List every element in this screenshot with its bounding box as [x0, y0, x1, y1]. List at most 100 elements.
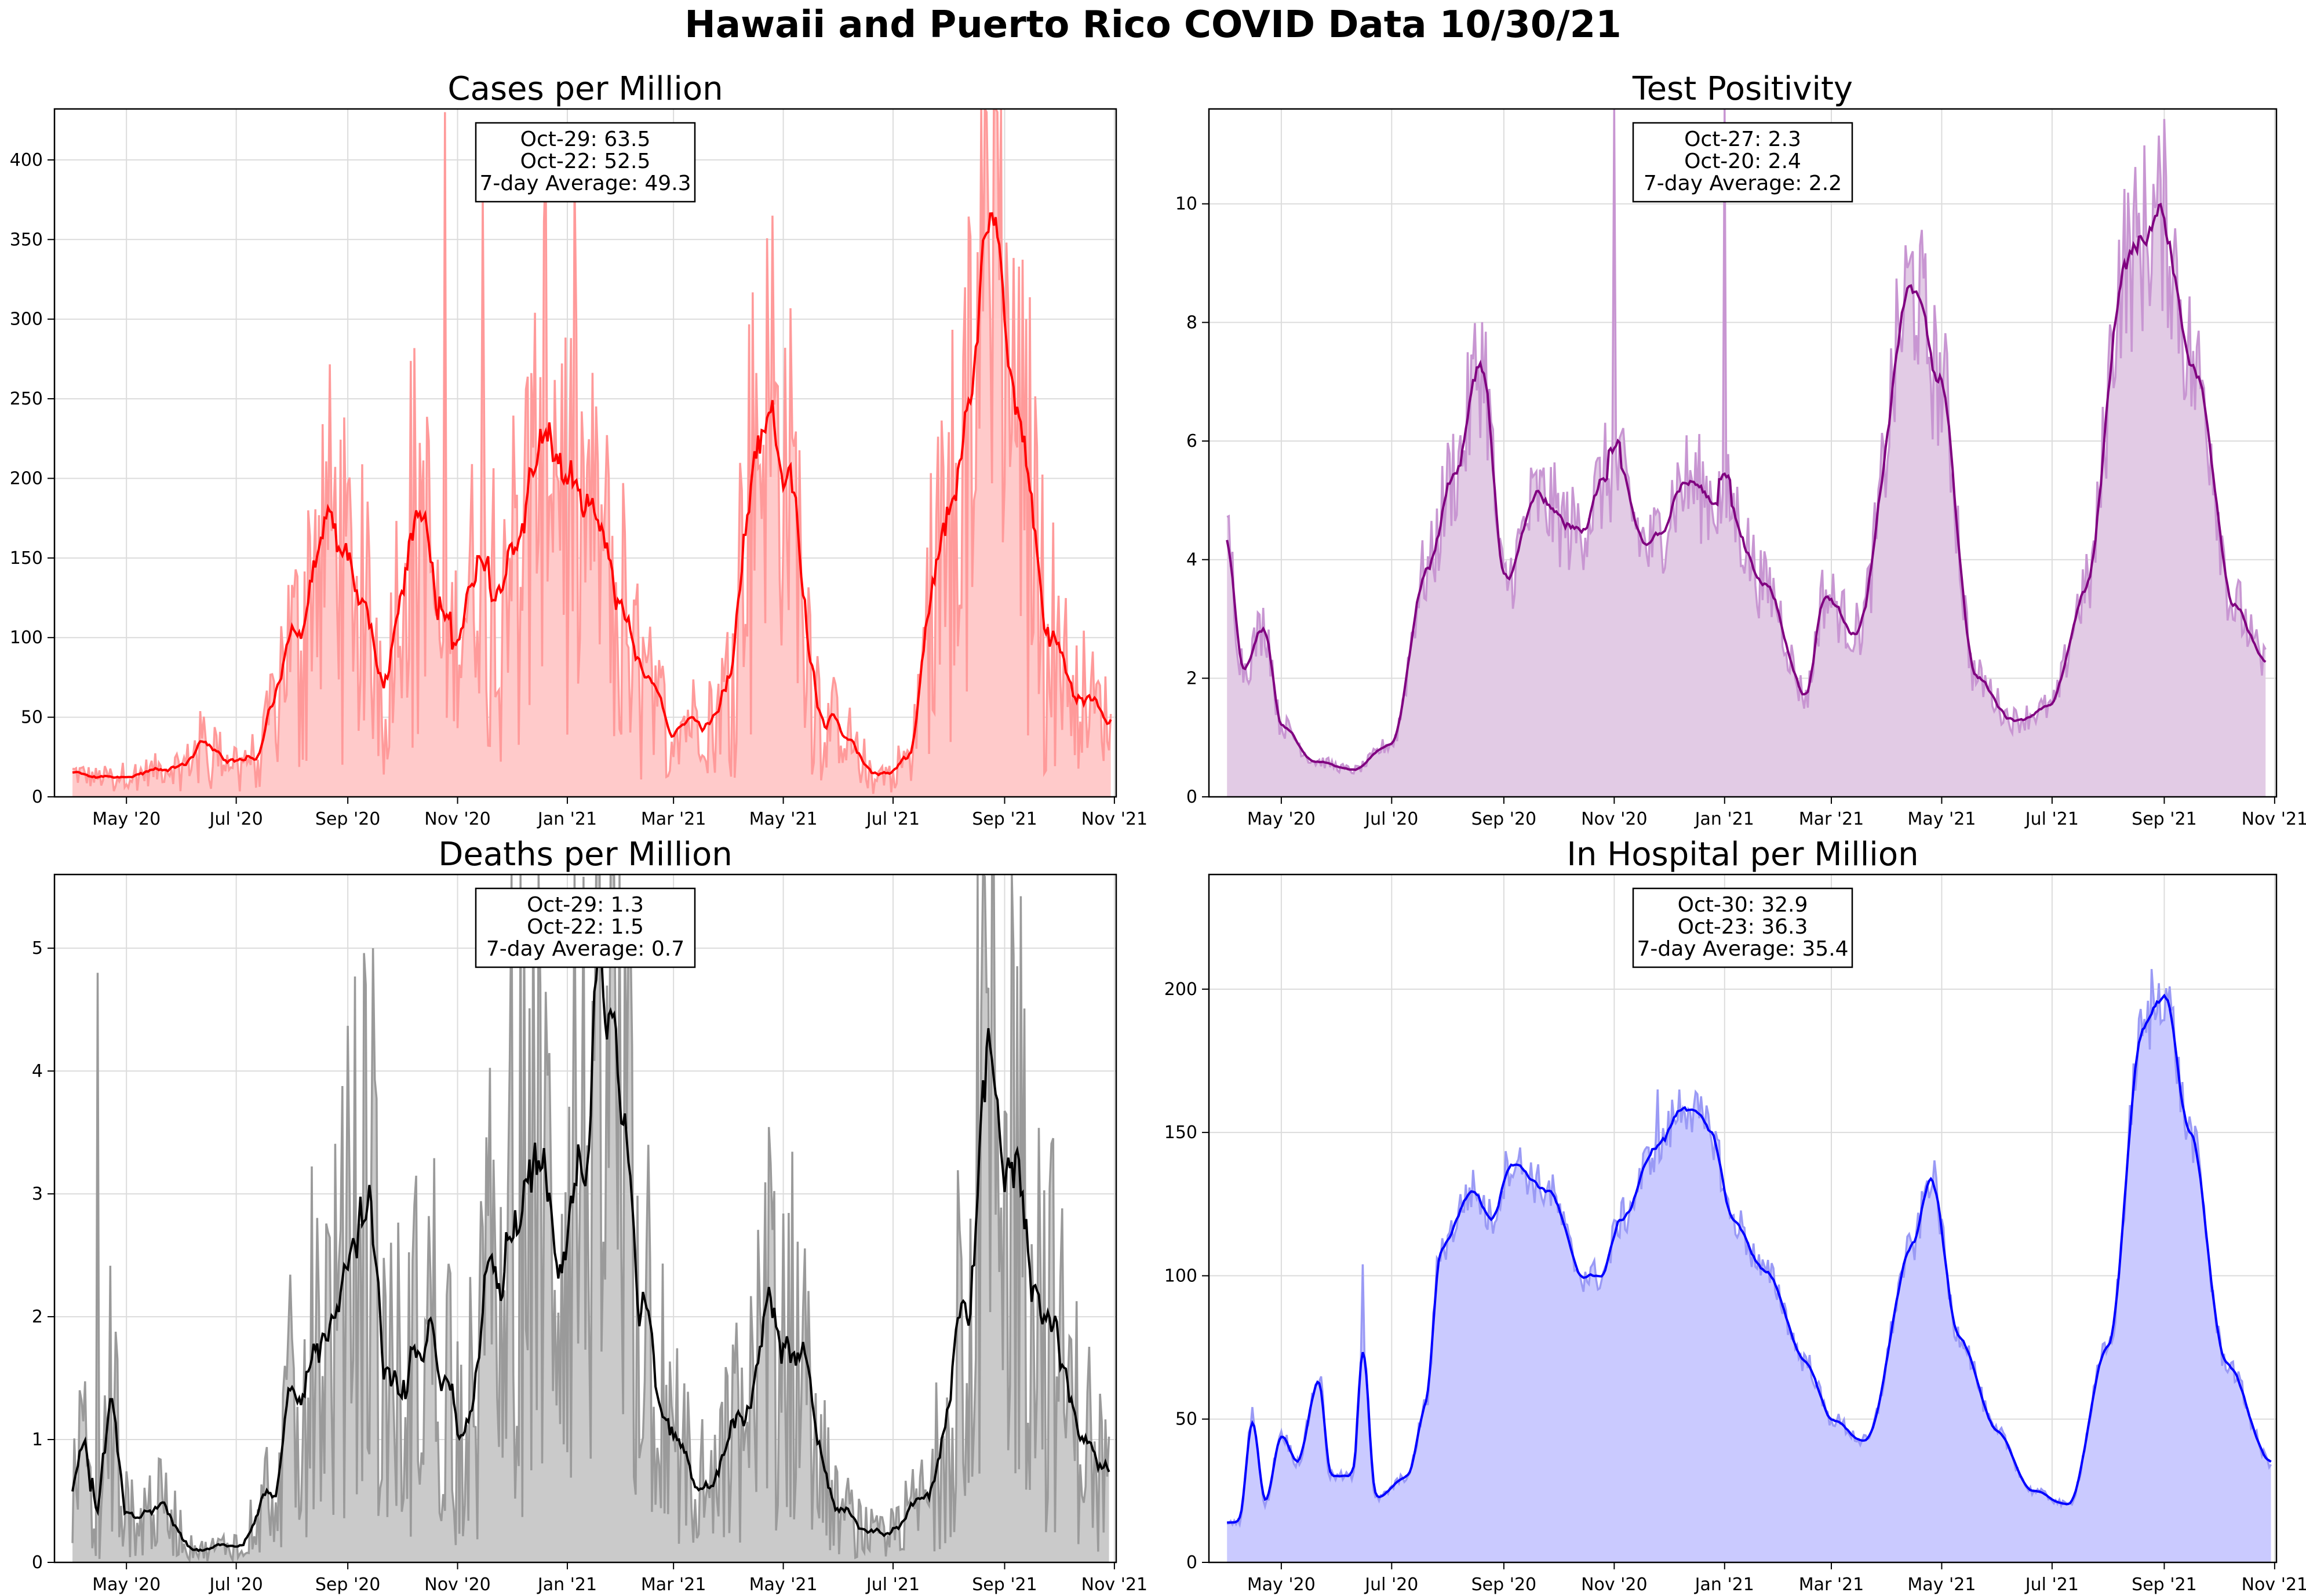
axes-frame: [1208, 873, 2278, 1564]
axes-frame: [53, 873, 1117, 1564]
y-tick-label: 5: [32, 938, 43, 959]
x-tick-label: Mar '21: [641, 1575, 706, 1595]
x-tick-label: Mar '21: [1799, 1575, 1864, 1595]
y-tick-label: 400: [10, 150, 43, 170]
x-tick-label: May '21: [749, 809, 818, 829]
seven-day-average-line: [1227, 993, 2272, 1524]
y-tick-label: 200: [10, 468, 43, 489]
annotation-line: Oct-29: 63.5: [520, 127, 651, 151]
x-tick-label: Jul '21: [865, 1575, 920, 1595]
x-tick-label: Jul '21: [2024, 809, 2079, 829]
annotation-line: Oct-22: 1.5: [527, 915, 644, 939]
y-tick-label: 50: [21, 708, 43, 728]
plot-area: [71, 874, 1110, 1562]
figure-title: Hawaii and Puerto Rico COVID Data 10/30/…: [684, 3, 1622, 46]
y-tick-label: 6: [1186, 431, 1197, 451]
plot-area: [1227, 969, 2272, 1562]
x-tick-label: Jul '20: [1364, 809, 1418, 829]
annotation-line: Oct-30: 32.9: [1678, 893, 1808, 917]
test-positivity-panel: May '20 Jul '20 Sep '20 Nov '20 Jan '21 Mar '…: [1175, 70, 2306, 829]
x-tick-label: May '21: [1907, 1575, 1976, 1595]
x-tick-label: Nov '20: [1581, 809, 1648, 829]
annotation-line: Oct-23: 36.3: [1678, 915, 1808, 939]
y-tick-label: 250: [10, 389, 43, 409]
seven-day-average-line: [72, 212, 1112, 779]
y-tick-label: 0: [1186, 1553, 1197, 1573]
y-tick-label: 4: [1186, 550, 1197, 570]
x-tick-label: May '20: [1247, 809, 1316, 829]
plot-area: [1226, 109, 2267, 797]
annotation-line: 7-day Average: 35.4: [1637, 937, 1848, 961]
x-tick-label: May '20: [92, 809, 161, 829]
x-tick-label: Jul '20: [209, 809, 263, 829]
x-tick-label: Nov '20: [1581, 1575, 1648, 1595]
x-tick-label: May '21: [1907, 809, 1976, 829]
cases-panel: May '20 Jul '20 Sep '20 Nov '20 Jan '21 Mar '…: [10, 70, 1147, 829]
y-tick-label: 2: [1186, 668, 1197, 688]
y-tick-label: 150: [1164, 1123, 1197, 1143]
panel-title: Test Positivity: [1632, 70, 1853, 108]
y-tick-label: 2: [32, 1307, 43, 1327]
x-tick-label: Jul '20: [1364, 1575, 1418, 1595]
x-tick-label: Nov '21: [1081, 809, 1148, 829]
daily-area: [72, 109, 1111, 797]
plot-area: [72, 109, 1112, 797]
seven-day-average-line: [1226, 202, 2267, 771]
x-tick-label: Jul '21: [2024, 1575, 2079, 1595]
y-tick-label: 50: [1175, 1409, 1197, 1430]
hospital-panel: May '20 Jul '20 Sep '20 Nov '20 Jan '21 Mar '…: [1164, 836, 2306, 1595]
x-tick-label: Jan '21: [537, 809, 597, 829]
daily-area: [1227, 109, 2266, 797]
y-tick-label: 3: [32, 1184, 43, 1204]
y-tick-label: 0: [32, 787, 43, 807]
annotation-line: Oct-20: 2.4: [1684, 150, 1801, 173]
y-tick-label: 8: [1186, 312, 1197, 333]
panel-title: Deaths per Million: [438, 836, 732, 873]
y-tick-label: 0: [1186, 787, 1197, 807]
x-tick-label: Sep '21: [2132, 809, 2197, 829]
x-tick-label: Sep '21: [972, 809, 1037, 829]
x-tick-label: Jan '21: [1694, 1575, 1754, 1595]
x-tick-label: Jan '21: [537, 1575, 597, 1595]
panel-title: In Hospital per Million: [1567, 836, 1918, 873]
y-tick-label: 100: [10, 628, 43, 648]
x-tick-label: May '21: [749, 1575, 818, 1595]
x-tick-label: Sep '20: [1471, 1575, 1537, 1595]
annotation-line: Oct-27: 2.3: [1684, 127, 1801, 151]
x-tick-label: Nov '20: [424, 809, 491, 829]
y-tick-label: 100: [1164, 1266, 1197, 1286]
annotation-line: Oct-22: 52.5: [520, 150, 651, 173]
y-tick-label: 1: [32, 1430, 43, 1450]
annotation-line: 7-day Average: 2.2: [1644, 172, 1842, 195]
x-tick-label: Mar '21: [1799, 809, 1864, 829]
seven-day-average-line: [71, 954, 1110, 1553]
x-tick-label: Nov '21: [1081, 1575, 1148, 1595]
annotation-line: Oct-29: 1.3: [527, 893, 644, 917]
x-tick-label: Jul '21: [865, 809, 920, 829]
x-tick-label: Nov '21: [2242, 1575, 2306, 1595]
x-tick-label: May '20: [1247, 1575, 1316, 1595]
x-tick-label: Sep '20: [315, 809, 381, 829]
y-tick-label: 10: [1175, 194, 1197, 214]
annotation-line: 7-day Average: 49.3: [479, 172, 691, 195]
x-tick-label: Sep '21: [2132, 1575, 2197, 1595]
daily-line: [72, 109, 1112, 794]
y-tick-label: 0: [32, 1553, 43, 1573]
panel-title: Cases per Million: [447, 70, 723, 108]
x-tick-label: May '20: [92, 1575, 161, 1595]
x-tick-label: Mar '21: [641, 809, 706, 829]
y-tick-label: 4: [32, 1061, 43, 1081]
daily-area: [1227, 969, 2271, 1562]
axes-frame: [53, 108, 1117, 798]
y-tick-label: 150: [10, 548, 43, 569]
x-tick-label: Jan '21: [1694, 809, 1754, 829]
x-tick-label: Sep '20: [315, 1575, 381, 1595]
daily-area: [72, 874, 1109, 1562]
axes-frame: [1208, 108, 2278, 798]
deaths-panel: May '20 Jul '20 Sep '20 Nov '20 Jan '21 Mar '…: [32, 836, 1147, 1595]
y-tick-label: 350: [10, 229, 43, 250]
